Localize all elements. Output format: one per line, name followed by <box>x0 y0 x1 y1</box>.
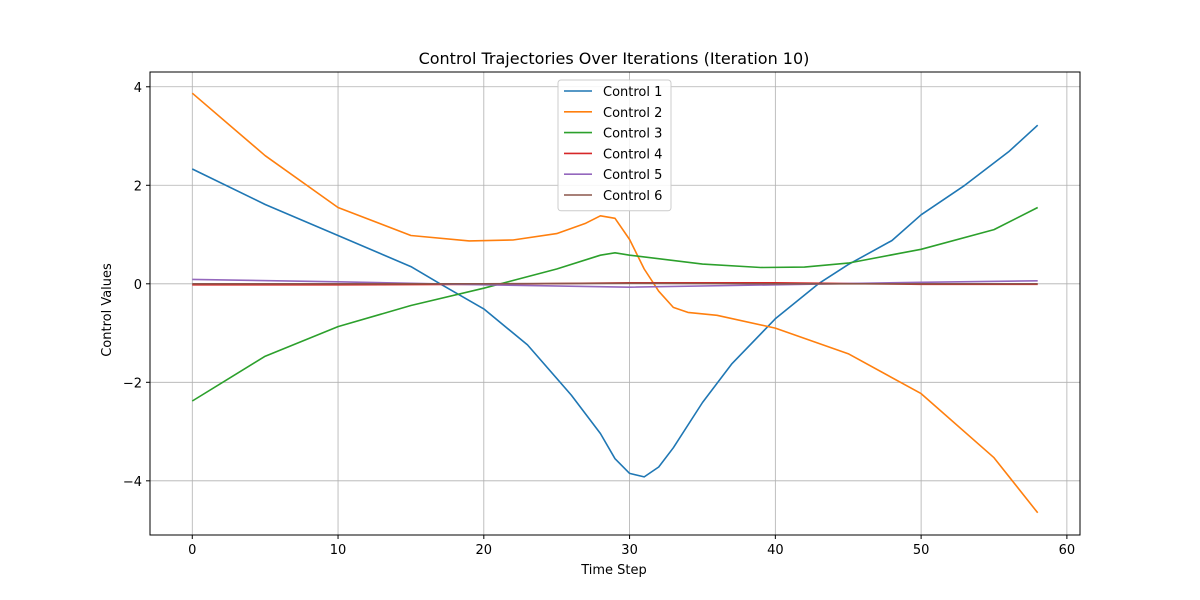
series-lines <box>191 92 1039 514</box>
x-axis-label: Time Step <box>580 563 647 578</box>
chart-title: Control Trajectories Over Iterations (It… <box>419 49 810 68</box>
x-tick-label: 40 <box>767 543 784 558</box>
y-tick-label: −4 <box>123 475 142 490</box>
series-line-control-3 <box>191 206 1039 402</box>
x-tick-label: 10 <box>330 543 347 558</box>
x-tick-label: 20 <box>476 543 493 558</box>
series-line-control-2 <box>191 92 1039 514</box>
legend-label-control-6: Control 6 <box>603 189 662 204</box>
legend-label-control-5: Control 5 <box>603 168 662 183</box>
series-line-control-1 <box>191 124 1039 478</box>
y-tick-label: −2 <box>123 376 142 391</box>
y-tick-label: 2 <box>134 179 142 194</box>
legend: Control 1 Control 2 Control 3 Control 4 Cont… <box>557 79 672 212</box>
legend-label-control-2: Control 2 <box>603 106 662 121</box>
series-line-control-5 <box>192 278 1038 288</box>
axis-ticks: 0 10 20 30 40 50 60 −4 −2 0 2 4 <box>123 81 1075 558</box>
plot-area-frame <box>149 71 1081 536</box>
series-line-control-6 <box>192 282 1038 285</box>
y-tick-label: 0 <box>134 278 142 293</box>
legend-box <box>557 79 672 212</box>
legend-label-control-1: Control 1 <box>603 85 662 100</box>
x-tick-label: 60 <box>1059 543 1076 558</box>
x-tick-label: 50 <box>913 543 930 558</box>
x-tick-label: 30 <box>621 543 638 558</box>
legend-label-control-3: Control 3 <box>603 127 662 142</box>
y-tick-label: 4 <box>134 81 142 96</box>
y-axis-label: Control Values <box>100 263 115 357</box>
legend-label-control-4: Control 4 <box>603 147 662 162</box>
x-tick-label: 0 <box>188 543 196 558</box>
